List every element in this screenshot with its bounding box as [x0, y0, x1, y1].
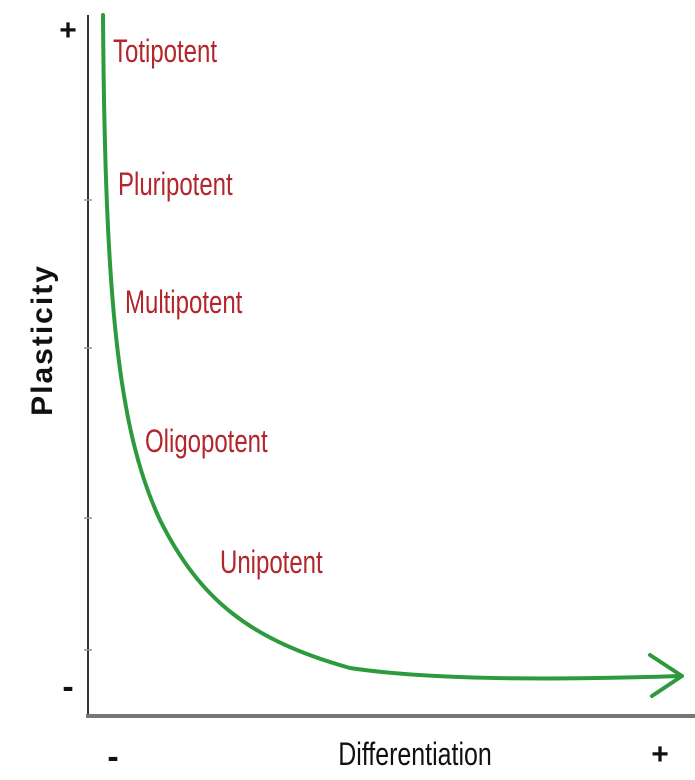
curve [101, 13, 682, 681]
y-min: - [62, 668, 73, 706]
x-max: + [651, 738, 669, 771]
arrowhead [648, 653, 684, 698]
potency-label: Unipotent [220, 544, 323, 580]
x-axis-label: Differentiation [338, 737, 492, 773]
potency-label: Pluripotent [118, 166, 233, 202]
potency-label: Totipotent [113, 33, 217, 69]
potency-label: Multipotent [125, 284, 242, 320]
potency-label: Oligopotent [145, 423, 268, 459]
y-axis-label: Plasticity [26, 264, 59, 416]
x-min: - [107, 738, 118, 776]
y-max: + [59, 14, 77, 47]
